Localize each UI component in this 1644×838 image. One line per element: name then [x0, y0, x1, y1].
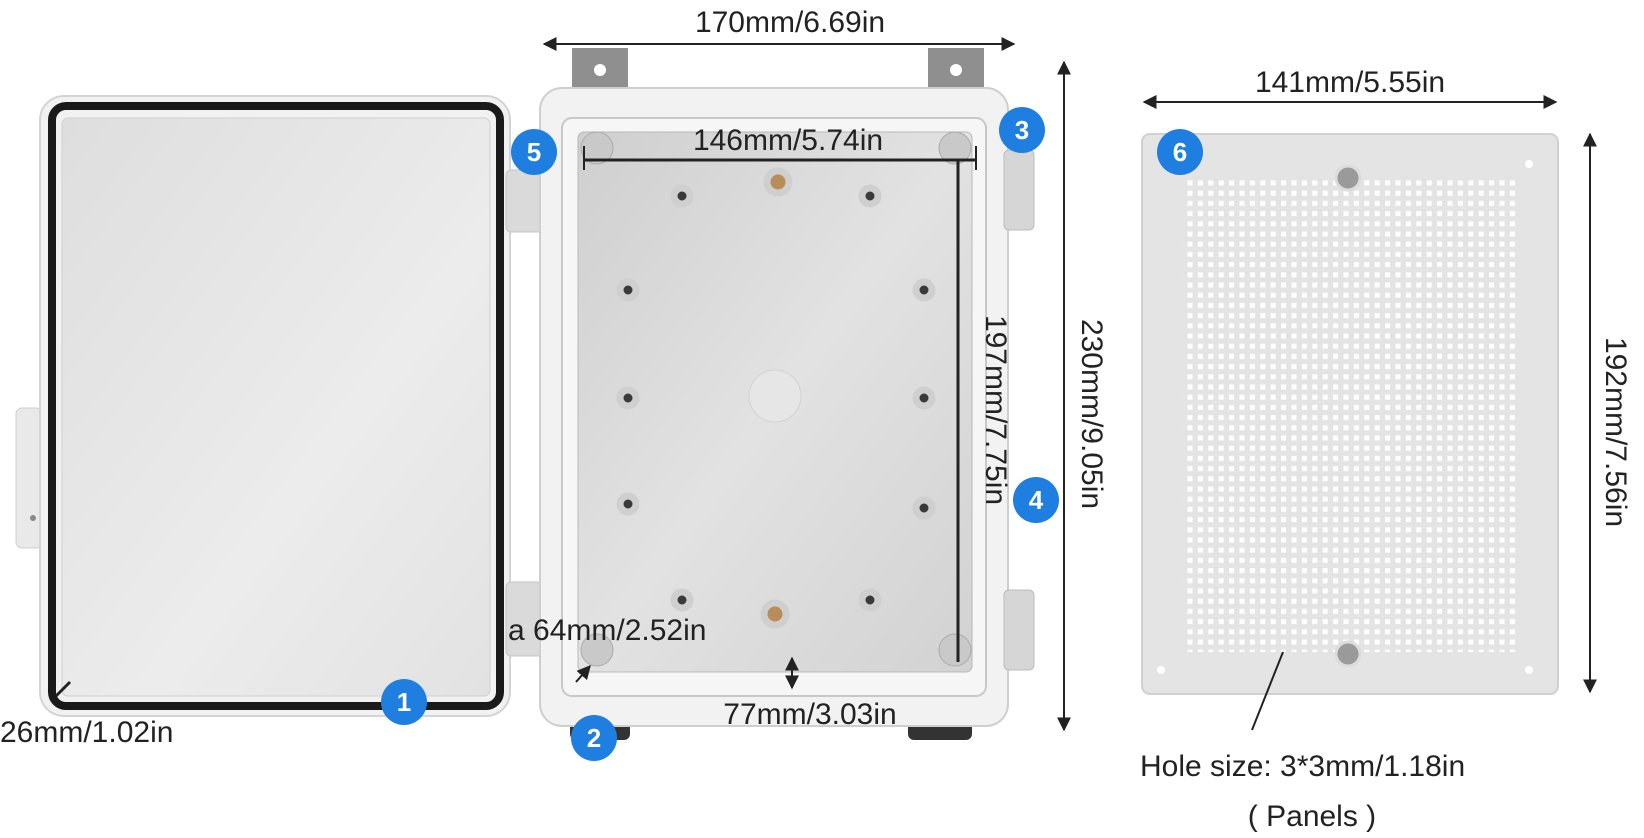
lid-depth-label: 26mm/1.02in [0, 716, 173, 749]
latch-hole [30, 515, 36, 521]
mount-hole-left [594, 64, 606, 76]
overall-height-label: 230mm/9.05in [1075, 319, 1108, 509]
marker-4-label: 4 [1029, 485, 1044, 515]
brass-insert-bottom [760, 599, 790, 629]
marker-2-label: 2 [587, 723, 601, 753]
panel-height-label: 192mm/7.56in [1599, 337, 1632, 527]
marker-6-label: 6 [1173, 137, 1187, 167]
panels-caption: ( Panels ) [1248, 800, 1376, 833]
marker-5: 5 [511, 129, 557, 175]
lid-gasket [48, 102, 504, 710]
brass-insert-top [763, 167, 793, 197]
mounting-posts [616, 184, 936, 612]
marker-3-badge [999, 107, 1045, 153]
open-lid [15, 95, 545, 717]
marker-6: 6 [1157, 129, 1203, 175]
mount-hole-right [950, 64, 962, 76]
inner-width-label: 146mm/5.74in [693, 124, 883, 157]
marker-3: 3 [999, 107, 1045, 153]
marker-1-label: 1 [397, 687, 411, 717]
marker-4-badge [1013, 477, 1059, 523]
panel-corner-hole [1525, 160, 1533, 168]
panel-screw-bottom [1334, 640, 1362, 668]
marker-1: 1 [381, 679, 427, 725]
mount-post [616, 386, 640, 410]
corner-boss-tl [580, 131, 614, 165]
marker-3-label: 3 [1015, 115, 1029, 145]
center-boss [748, 369, 802, 423]
marker-4: 4 [1013, 477, 1059, 523]
dim-inner-depth-pointer [575, 664, 591, 683]
hole-size-label: Hole size: 3*3mm/1.18in [1140, 750, 1465, 783]
dimension-lines [54, 37, 1597, 732]
corner-boss-br [938, 633, 972, 667]
mount-post [670, 588, 694, 612]
hinge-top [505, 169, 545, 233]
panel-width-label: 141mm/5.55in [1255, 66, 1445, 99]
panel-screw-top [1334, 164, 1362, 192]
mount-post [912, 496, 936, 520]
mount-post [858, 184, 882, 208]
panel-corner-hole [1157, 666, 1165, 674]
latch-top [1003, 149, 1035, 231]
inner-height-label: 197mm/7.75in [979, 315, 1012, 505]
corner-boss-bl [580, 633, 614, 667]
lid-latch-tab [15, 407, 43, 549]
marker-5-label: 5 [527, 137, 541, 167]
mounting-panel [1141, 133, 1559, 695]
hole-size-leader [1251, 651, 1284, 731]
overall-width-label: 170mm/6.69in [695, 6, 885, 39]
marker-5-badge [511, 129, 557, 175]
latch-bottom [1003, 589, 1035, 671]
enclosure-base [539, 48, 1035, 740]
dim-lid-depth-pointer [54, 680, 72, 698]
marker-2: 2 [571, 715, 617, 761]
mount-post [912, 386, 936, 410]
mount-post [616, 492, 640, 516]
marker-6-badge [1157, 129, 1203, 175]
marker-2-badge [571, 715, 617, 761]
base-depth-label: 77mm/3.03in [723, 698, 896, 731]
mount-post [912, 278, 936, 302]
mount-post [858, 588, 882, 612]
marker-1-badge [381, 679, 427, 725]
corner-boss-tr [938, 131, 972, 165]
mount-post [670, 184, 694, 208]
panel-hole-grid [1182, 176, 1518, 652]
mount-post [616, 278, 640, 302]
inner-depth-label: a 64mm/2.52in [508, 614, 706, 647]
panel-corner-hole [1525, 666, 1533, 674]
lid-inner-face [61, 117, 491, 697]
